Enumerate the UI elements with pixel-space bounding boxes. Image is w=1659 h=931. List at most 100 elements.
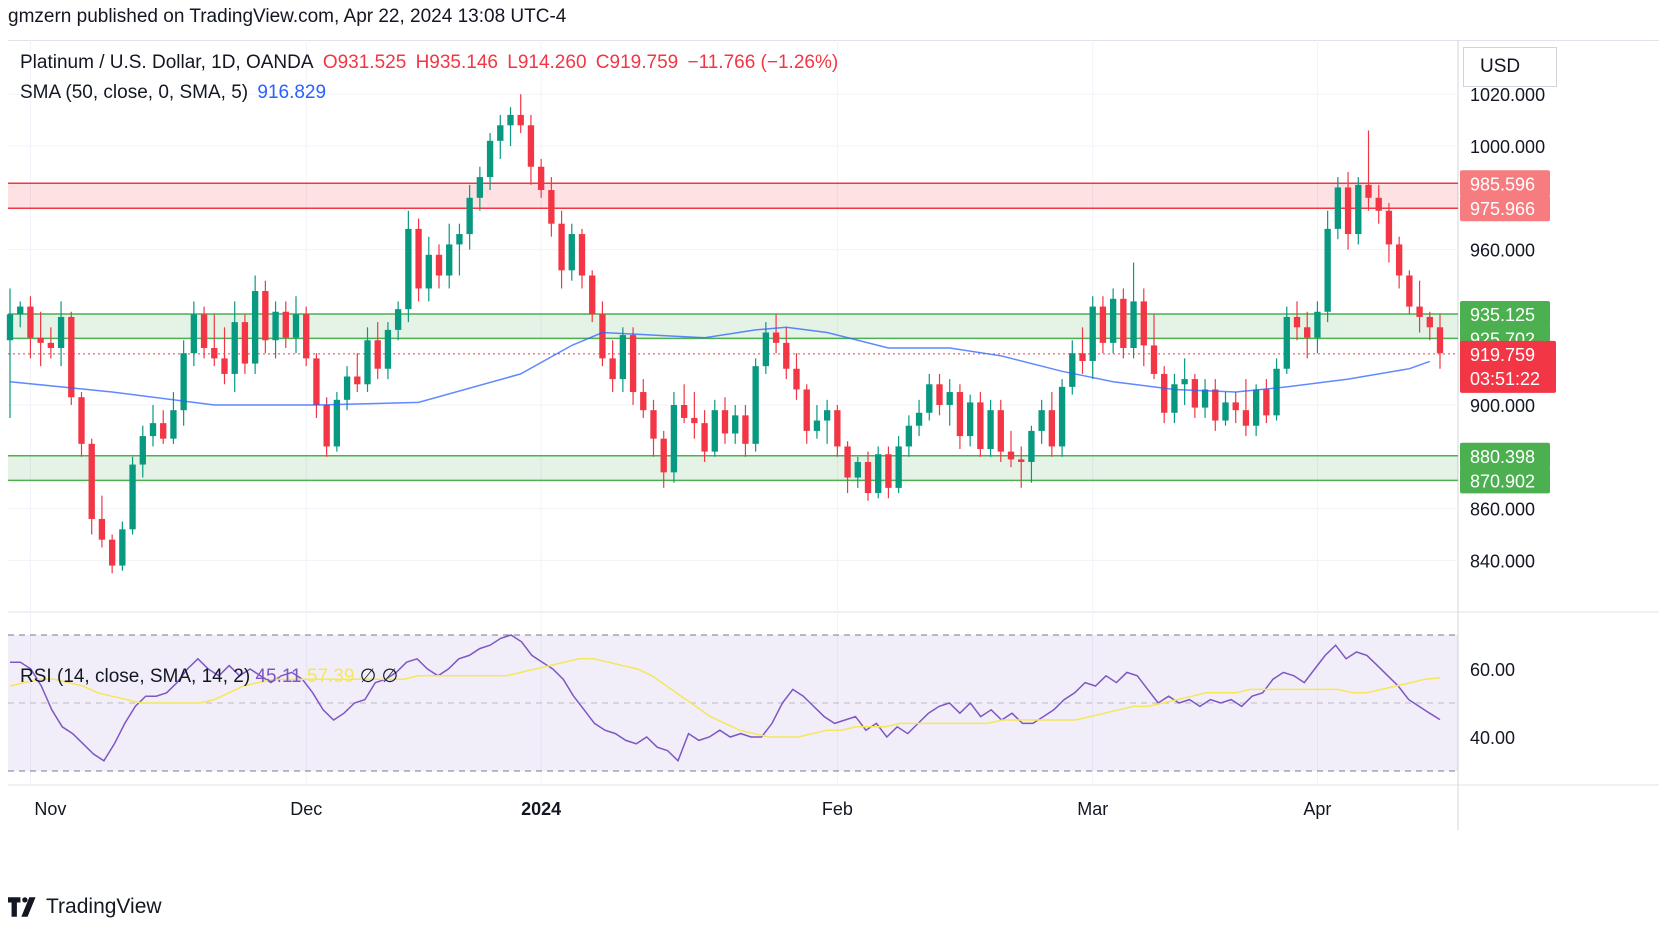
candle [875,446,882,499]
symbol-title[interactable]: Platinum / U.S. Dollar, 1D, OANDA [20,52,314,73]
candle [660,430,667,488]
candle [1293,301,1301,341]
candle-body [57,316,65,349]
candle-body [1099,306,1107,343]
time-tick-label: Dec [290,799,322,819]
candle [1395,236,1403,289]
candle [374,322,381,380]
candle [783,327,790,380]
candle [303,306,310,367]
candle-body [1344,187,1352,235]
high-value: H935.146 [415,52,498,73]
candle-body [37,337,44,343]
candle-body [129,464,136,530]
candle-body [558,223,565,271]
candle-body [180,353,187,411]
candle [1069,340,1076,395]
candle-body [1273,368,1280,416]
candle [6,288,14,418]
candle-body [415,228,422,289]
candle-body [915,412,923,426]
candle [405,210,412,323]
candle-body [997,410,1004,452]
candle [1355,177,1362,245]
price-tick-label: 840.000 [1470,551,1535,571]
candle [568,223,575,281]
rsi-tick-label: 60.00 [1470,660,1515,680]
candle-body [1426,316,1433,328]
candle [1150,314,1158,380]
candle-body [1038,410,1045,431]
candle [1436,314,1444,369]
candle [241,314,249,374]
candle [221,327,228,385]
candle-body [200,314,208,349]
candle [1048,392,1056,457]
candle [1334,177,1342,240]
candle [1058,379,1066,457]
candle [987,399,994,457]
candle-body [1048,410,1056,447]
candle [711,399,718,457]
support-zone [8,455,1458,481]
candle-body [517,114,524,126]
candle [1263,379,1270,424]
resistance-zone [8,183,1458,209]
candle [37,311,44,367]
rsi-tick-label: 40.00 [1470,728,1515,748]
rsi-label[interactable]: RSI (14, close, SMA, 14, 2) [20,666,251,687]
change-value: −11.766 (−1.26%) [687,52,839,73]
candle [292,296,300,354]
candle [1304,311,1311,359]
candle [272,301,279,359]
candle [1344,171,1352,250]
rsi-extra: ∅ ∅ [359,666,399,687]
candle-body [1089,306,1096,361]
candle [517,94,524,134]
candle-body [721,410,729,434]
candle [1038,399,1045,444]
candle-body [589,275,596,315]
candle [956,384,964,450]
candle-body [149,423,157,437]
candle [1089,296,1096,380]
candle [1109,288,1117,354]
candle-body [864,461,872,494]
candle-body [762,332,770,367]
candle [17,301,24,328]
candle [231,301,238,393]
candle [354,353,361,393]
candle [1222,392,1229,426]
candle [1099,296,1107,354]
currency-button[interactable]: USD [1463,47,1557,87]
candle [1273,358,1280,421]
candle [497,114,504,159]
candle [548,177,555,237]
footer-brand: TradingView [46,895,162,918]
candle [619,327,627,393]
candle-body [313,358,320,405]
candle-body [446,244,453,276]
candle [129,456,136,535]
low-value: L914.260 [507,52,587,73]
price-chart[interactable]: 1020.000 1000.000 960.000 900.000 860.000 840… [0,0,1659,880]
sma-label[interactable]: SMA (50, close, 0, SMA, 5) [20,82,249,103]
candle-body [221,358,228,374]
price-tick-label: 960.000 [1470,241,1535,261]
resistance-top-price-label-bg [1460,170,1550,197]
candle-body [966,402,974,437]
candle-body [578,234,586,276]
candle-body [272,311,279,341]
candle-body [190,314,198,354]
candle [1028,425,1035,483]
candle-body [987,410,994,450]
candle-body [394,309,402,330]
candle [343,366,351,411]
ohlc-legend: Platinum / U.S. Dollar, 1D, OANDA O931.5… [20,52,842,74]
chart-frame [8,40,1659,878]
candle [88,438,95,535]
candle [1140,288,1147,367]
candle [1130,262,1137,359]
candle-body [88,443,95,519]
candle [384,322,392,380]
